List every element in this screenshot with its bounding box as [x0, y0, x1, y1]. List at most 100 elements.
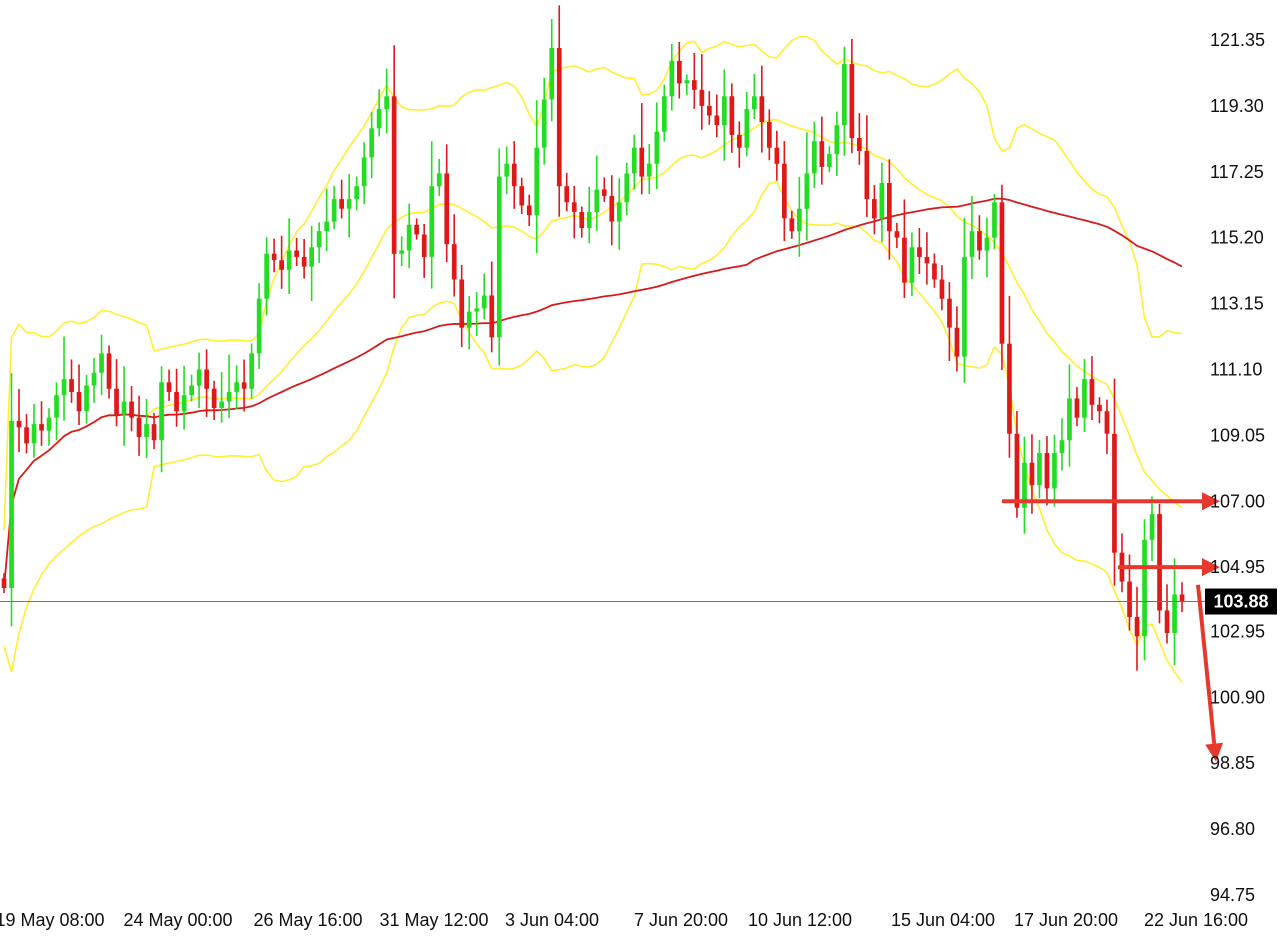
candle: [707, 91, 712, 125]
candle-body: [339, 199, 344, 209]
candle: [9, 373, 14, 627]
x-tick-label: 31 May 12:00: [379, 910, 488, 930]
candle: [662, 84, 667, 142]
candle: [279, 235, 284, 289]
candle: [752, 73, 757, 120]
candle-body: [1157, 514, 1162, 611]
candle: [406, 203, 412, 269]
y-tick-label: 107.00: [1210, 491, 1265, 511]
candle-body: [31, 424, 37, 444]
candle-body: [429, 186, 435, 257]
candle-body: [767, 122, 772, 148]
candle-body: [354, 186, 359, 200]
candle: [181, 365, 187, 430]
candle-body: [999, 202, 1005, 344]
candle: [601, 177, 607, 202]
candle-body: [421, 234, 427, 257]
candle: [789, 210, 795, 239]
moving-average-layer: [3, 197, 1183, 589]
candle: [549, 18, 555, 122]
candle: [436, 158, 442, 196]
x-tick-label: 22 Jun 16:00: [1144, 910, 1248, 930]
candle-body: [774, 147, 780, 164]
candle-body: [827, 154, 832, 167]
candle: [151, 412, 157, 450]
candle: [414, 218, 419, 240]
candle: [1134, 586, 1140, 671]
y-tick-label: 111.10: [1210, 359, 1262, 379]
candle: [331, 185, 337, 229]
candle-body: [181, 395, 187, 412]
candle: [1179, 582, 1185, 613]
candle-body: [1149, 514, 1155, 540]
candle: [271, 238, 277, 273]
upper-band-line: [3, 35, 1183, 531]
candle: [894, 222, 900, 249]
x-tick-label: 7 Jun 20:00: [634, 910, 728, 930]
candle-body: [616, 202, 622, 222]
candle-body: [444, 173, 450, 245]
candle-body: [571, 202, 577, 212]
candle: [174, 368, 179, 427]
candle: [121, 366, 127, 446]
candle-body: [744, 109, 750, 148]
candle-body: [609, 195, 615, 222]
candle-body: [556, 48, 562, 187]
candle: [159, 366, 164, 473]
candle-body: [204, 369, 209, 389]
candle-body: [1037, 453, 1042, 486]
candle: [917, 227, 922, 274]
candle: [804, 132, 810, 241]
candle-body: [729, 96, 735, 135]
candle: [361, 142, 367, 205]
candle-body: [361, 157, 367, 187]
candle-body: [384, 96, 389, 110]
candle: [654, 102, 660, 190]
candle-body: [489, 295, 495, 338]
candle: [744, 92, 750, 157]
candle: [264, 237, 269, 316]
x-tick-label: 26 May 16:00: [253, 910, 362, 930]
candle: [256, 283, 262, 369]
candle-body: [436, 173, 442, 187]
candle-body: [129, 401, 134, 418]
candle-body: [106, 353, 112, 389]
candle-body: [1022, 462, 1027, 508]
candle: [459, 264, 465, 348]
candle-body: [1052, 453, 1057, 489]
candle-body: [917, 247, 922, 257]
y-tick-label: 109.05: [1210, 425, 1265, 445]
candle: [939, 265, 945, 311]
y-tick-label: 113.15: [1210, 294, 1264, 314]
candle-body: [264, 253, 269, 299]
candle-body: [61, 379, 67, 396]
candle: [1067, 364, 1072, 467]
candle-body: [114, 388, 119, 415]
candle: [759, 65, 765, 153]
candle-body: [1074, 398, 1080, 418]
candle-body: [586, 212, 592, 229]
candle-body: [1029, 462, 1035, 486]
candle: [1112, 378, 1117, 586]
candle: [69, 359, 74, 403]
candle: [211, 380, 217, 420]
arrows-layer: [1002, 492, 1224, 762]
candle: [474, 292, 480, 337]
candle-body: [369, 128, 374, 158]
candle: [31, 404, 37, 458]
candle: [504, 146, 510, 194]
candle-body: [541, 99, 547, 148]
candle-body: [669, 60, 675, 97]
candle: [1164, 584, 1170, 644]
candle: [249, 343, 254, 399]
candle-body: [654, 131, 660, 164]
candle: [226, 354, 232, 419]
candle-body: [857, 138, 862, 151]
x-axis-labels: 19 May 08:00 24 May 00:00 26 May 16:00 31 M…: [0, 910, 1248, 930]
x-tick-label: 19 May 08:00: [0, 910, 105, 930]
candle-body: [1089, 379, 1095, 405]
candle: [767, 109, 772, 161]
y-tick-label: 119.30: [1210, 96, 1264, 116]
candle: [669, 44, 675, 111]
